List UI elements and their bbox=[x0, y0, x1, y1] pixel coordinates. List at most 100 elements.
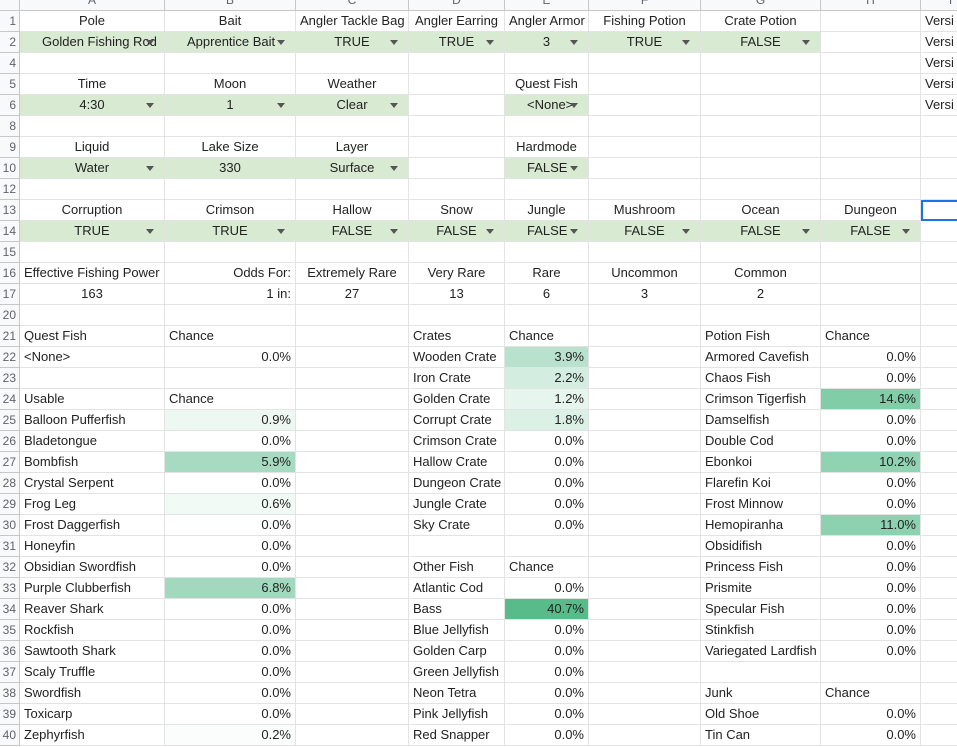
cell[interactable] bbox=[921, 137, 957, 158]
cell[interactable]: 0.0% bbox=[821, 347, 921, 368]
cell[interactable] bbox=[296, 473, 409, 494]
cell[interactable] bbox=[589, 305, 701, 326]
cell[interactable]: Extremely Rare bbox=[296, 263, 409, 284]
cell[interactable]: <None> bbox=[20, 347, 165, 368]
dropdown-cell[interactable]: TRUE bbox=[165, 221, 296, 242]
cell[interactable]: Ebonkoi bbox=[701, 452, 821, 473]
column-header[interactable]: H bbox=[821, 0, 921, 11]
cell[interactable]: 0.0% bbox=[165, 662, 296, 683]
column-header[interactable]: F bbox=[589, 0, 701, 11]
cell[interactable]: Pink Jellyfish bbox=[409, 704, 505, 725]
cell[interactable] bbox=[921, 452, 957, 473]
cell[interactable] bbox=[20, 179, 165, 200]
cell[interactable]: Obsidian Swordfish bbox=[20, 557, 165, 578]
cell[interactable]: 14.6% bbox=[821, 389, 921, 410]
cell[interactable] bbox=[821, 305, 921, 326]
cell[interactable]: Chance bbox=[505, 326, 589, 347]
cell[interactable] bbox=[589, 725, 701, 746]
cell[interactable]: Moon bbox=[165, 74, 296, 95]
cell[interactable]: 0.0% bbox=[821, 725, 921, 746]
cell[interactable] bbox=[165, 242, 296, 263]
dropdown-cell[interactable]: TRUE bbox=[20, 221, 165, 242]
cell[interactable] bbox=[296, 515, 409, 536]
cell[interactable]: Mushroom bbox=[589, 200, 701, 221]
cell[interactable]: 0.0% bbox=[821, 704, 921, 725]
cell[interactable] bbox=[409, 242, 505, 263]
cell[interactable] bbox=[589, 74, 701, 95]
cell[interactable]: Jungle Crate bbox=[409, 494, 505, 515]
cell[interactable]: Versi bbox=[921, 32, 957, 53]
cell[interactable] bbox=[701, 137, 821, 158]
cell[interactable]: 5.9% bbox=[165, 452, 296, 473]
cell[interactable] bbox=[821, 662, 921, 683]
cell[interactable]: Frost Daggerfish bbox=[20, 515, 165, 536]
cell[interactable]: Angler Armor bbox=[505, 11, 589, 32]
cell[interactable] bbox=[921, 662, 957, 683]
dropdown-cell[interactable]: Golden Fishing Rod bbox=[20, 32, 165, 53]
cell[interactable] bbox=[921, 725, 957, 746]
cell[interactable]: Hardmode bbox=[505, 137, 589, 158]
cell[interactable]: Frog Leg bbox=[20, 494, 165, 515]
cell[interactable]: Swordfish bbox=[20, 683, 165, 704]
cell[interactable]: 0.0% bbox=[505, 473, 589, 494]
cell[interactable] bbox=[589, 452, 701, 473]
cell[interactable]: 0.0% bbox=[821, 641, 921, 662]
cell[interactable] bbox=[296, 683, 409, 704]
dropdown-cell[interactable]: FALSE bbox=[701, 32, 821, 53]
dropdown-cell[interactable]: Surface bbox=[296, 158, 409, 179]
cell[interactable] bbox=[505, 305, 589, 326]
dropdown-cell[interactable]: TRUE bbox=[409, 32, 505, 53]
cell[interactable]: Snow bbox=[409, 200, 505, 221]
dropdown-cell[interactable]: FALSE bbox=[505, 158, 589, 179]
cell[interactable] bbox=[296, 53, 409, 74]
cell[interactable]: 2.2% bbox=[505, 368, 589, 389]
cell[interactable] bbox=[821, 179, 921, 200]
cell[interactable] bbox=[296, 347, 409, 368]
cell[interactable]: 0.0% bbox=[821, 494, 921, 515]
cell[interactable]: 6 bbox=[505, 284, 589, 305]
cell[interactable]: 0.0% bbox=[505, 725, 589, 746]
cell[interactable]: Toxicarp bbox=[20, 704, 165, 725]
cell[interactable] bbox=[701, 53, 821, 74]
cell[interactable]: Crate Potion bbox=[701, 11, 821, 32]
cell[interactable] bbox=[921, 200, 957, 221]
cell[interactable]: Balloon Pufferfish bbox=[20, 410, 165, 431]
cell[interactable]: Other Fish bbox=[409, 557, 505, 578]
cell[interactable] bbox=[589, 578, 701, 599]
cell[interactable] bbox=[589, 410, 701, 431]
cell[interactable]: Quest Fish bbox=[20, 326, 165, 347]
cell[interactable]: Lake Size bbox=[165, 137, 296, 158]
cell[interactable] bbox=[921, 641, 957, 662]
cell[interactable]: 0.0% bbox=[165, 347, 296, 368]
cell[interactable] bbox=[296, 116, 409, 137]
cell[interactable] bbox=[165, 53, 296, 74]
cell[interactable]: Angler Tackle Bag bbox=[296, 11, 409, 32]
cell[interactable] bbox=[589, 662, 701, 683]
cell[interactable]: Hemopiranha bbox=[701, 515, 821, 536]
row-number[interactable]: 40 bbox=[0, 725, 20, 746]
cell[interactable] bbox=[701, 662, 821, 683]
cell[interactable] bbox=[589, 515, 701, 536]
column-header[interactable]: B bbox=[165, 0, 296, 11]
cell[interactable]: Iron Crate bbox=[409, 368, 505, 389]
dropdown-cell[interactable]: FALSE bbox=[589, 221, 701, 242]
row-number[interactable]: 39 bbox=[0, 704, 20, 725]
cell[interactable] bbox=[701, 116, 821, 137]
cell[interactable]: 1 in: bbox=[165, 284, 296, 305]
cell[interactable] bbox=[296, 305, 409, 326]
cell[interactable] bbox=[589, 368, 701, 389]
cell[interactable]: Very Rare bbox=[409, 263, 505, 284]
cell[interactable]: 0.0% bbox=[821, 473, 921, 494]
cell[interactable]: Weather bbox=[296, 74, 409, 95]
cell[interactable]: 0.0% bbox=[505, 578, 589, 599]
cell[interactable]: Hallow bbox=[296, 200, 409, 221]
cell[interactable]: Neon Tetra bbox=[409, 683, 505, 704]
cell[interactable]: 330 bbox=[165, 158, 296, 179]
cell[interactable] bbox=[296, 557, 409, 578]
cell[interactable] bbox=[921, 242, 957, 263]
cell[interactable]: Chaos Fish bbox=[701, 368, 821, 389]
cell[interactable] bbox=[821, 242, 921, 263]
cell[interactable] bbox=[20, 368, 165, 389]
cell[interactable] bbox=[921, 347, 957, 368]
cell[interactable] bbox=[589, 53, 701, 74]
